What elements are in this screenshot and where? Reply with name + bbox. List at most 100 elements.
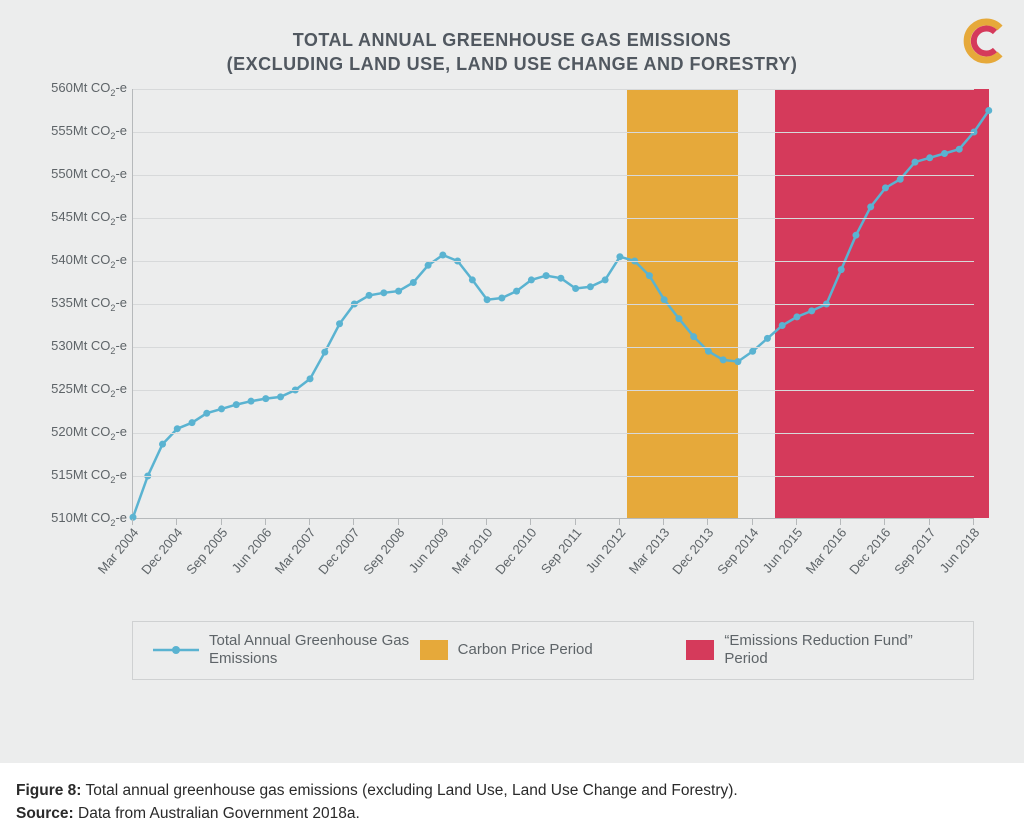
legend-label: Carbon Price Period [458,641,593,660]
figure-container: TOTAL ANNUAL GREENHOUSE GAS EMISSIONS (E… [0,0,1024,826]
x-tick-mark [884,519,885,525]
data-point [720,356,727,363]
data-point [734,358,741,365]
x-tick-label: Mar 2016 [803,525,850,577]
data-point [882,184,889,191]
x-tick-label: Sep 2008 [360,525,407,577]
data-point [513,287,520,294]
data-point [897,175,904,182]
legend-item: Carbon Price Period [420,640,687,660]
data-point [366,291,373,298]
grid-line [133,261,974,262]
data-point [661,296,668,303]
x-tick-label: Mar 2004 [95,525,142,577]
data-point [307,375,314,382]
x-tick-mark [442,519,443,525]
x-tick-mark [265,519,266,525]
data-point [498,294,505,301]
data-point [262,395,269,402]
data-point [616,253,623,260]
y-tick-label: 515Mt CO2-e [33,467,127,485]
data-point [336,320,343,327]
y-tick-label: 560Mt CO2-e [33,80,127,98]
data-point [218,405,225,412]
figure-caption: Figure 8: Total annual greenhouse gas em… [16,779,996,802]
data-point [646,272,653,279]
x-tick-mark [221,519,222,525]
x-tick-label: Jun 2015 [760,525,806,576]
x-tick-label: Dec 2013 [670,525,717,577]
source-prefix: Source: [16,805,74,822]
x-tick-label: Jun 2012 [583,525,629,576]
x-tick-label: Mar 2007 [272,525,319,577]
x-tick-mark [176,519,177,525]
y-tick-label: 520Mt CO2-e [33,424,127,442]
data-point [587,283,594,290]
legend-label: Total Annual Greenhouse Gas Emissions [209,632,420,670]
data-point [233,401,240,408]
x-tick-label: Sep 2017 [891,525,938,577]
x-tick-mark [929,519,930,525]
c-logo-icon [960,18,1006,64]
chart-title: TOTAL ANNUAL GREENHOUSE GAS EMISSIONS (E… [36,28,988,77]
grid-line [133,89,974,90]
data-point [779,322,786,329]
data-point [174,425,181,432]
title-line2: (EXCLUDING LAND USE, LAND USE CHANGE AND… [227,54,798,74]
x-tick-mark [353,519,354,525]
legend-swatch [420,640,448,660]
x-tick-label: Jun 2009 [405,525,451,576]
y-tick-label: 525Mt CO2-e [33,381,127,399]
source-caption: Source: Data from Australian Government … [16,802,996,825]
data-point [764,334,771,341]
data-point [189,419,196,426]
legend: Total Annual Greenhouse Gas Emissions Car… [132,621,974,681]
grid-line [133,218,974,219]
data-point [749,347,756,354]
x-tick-label: Dec 2010 [493,525,540,577]
x-tick-label: Jun 2006 [228,525,274,576]
x-tick-label: Jun 2018 [937,525,983,576]
x-tick-mark [132,519,133,525]
grid-line [133,175,974,176]
figure-prefix: Figure 8: [16,782,81,799]
data-point [985,107,992,114]
x-tick-label: Sep 2014 [714,525,761,577]
grid-line [133,132,974,133]
data-point [439,251,446,258]
data-point [911,158,918,165]
x-tick-label: Mar 2010 [449,525,496,577]
x-tick-label: Sep 2011 [537,525,584,577]
x-tick-mark [973,519,974,525]
y-tick-label: 540Mt CO2-e [33,252,127,270]
grid-line [133,390,974,391]
x-tick-mark [707,519,708,525]
brand-logo [960,18,1006,69]
data-point [410,279,417,286]
y-tick-label: 545Mt CO2-e [33,209,127,227]
data-point [572,285,579,292]
caption-block: Figure 8: Total annual greenhouse gas em… [0,763,1024,826]
data-point [838,266,845,273]
data-point [941,150,948,157]
data-point [956,145,963,152]
data-point [705,347,712,354]
grid-line [133,476,974,477]
plot-area: 510Mt CO2-e515Mt CO2-e520Mt CO2-e525Mt C… [132,89,974,519]
x-tick-mark [796,519,797,525]
data-point [690,333,697,340]
x-tick-mark [486,519,487,525]
data-point [793,313,800,320]
legend-item: Total Annual Greenhouse Gas Emissions [153,632,420,670]
data-point [395,287,402,294]
data-point [852,231,859,238]
chart-panel: TOTAL ANNUAL GREENHOUSE GAS EMISSIONS (E… [0,0,1024,763]
legend-line-icon [153,640,199,660]
grid-line [133,304,974,305]
data-point [528,276,535,283]
grid-line [133,433,974,434]
y-tick-label: 555Mt CO2-e [33,123,127,141]
x-tick-mark [575,519,576,525]
x-tick-label: Dec 2004 [138,525,185,577]
legend-label: “Emissions Reduction Fund” Period [724,632,953,670]
